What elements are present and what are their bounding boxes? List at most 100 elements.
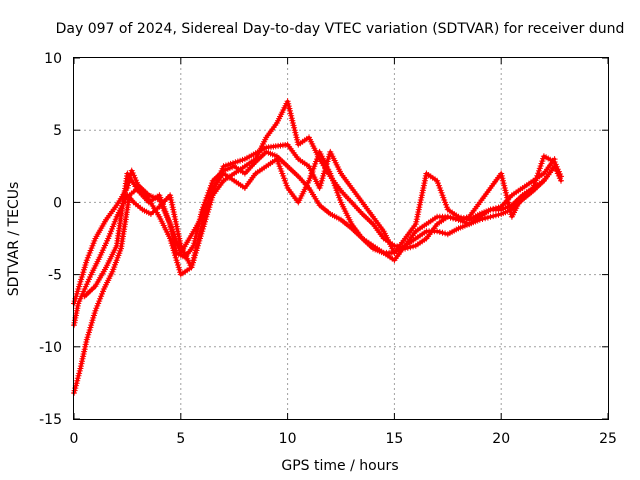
x-tick-label: 25 [599,431,617,447]
data-point-markers [231,164,246,177]
data-point-markers [327,170,344,203]
x-tick-label: 15 [385,431,403,447]
data-point-markers [327,148,343,175]
data-point-markers [177,216,204,256]
data-point-markers [96,237,111,261]
data-point-markers [412,222,428,235]
data-point-markers [316,151,333,191]
data-point-markers [263,157,278,170]
y-tick-label: -15 [39,412,62,428]
data-point-markers [100,270,115,292]
data-point-markers [498,203,513,213]
data-point-markers [263,122,279,141]
data-point-markers [77,339,90,372]
data-point-markers [130,199,144,211]
data-point-markers [551,159,563,177]
data-point-markers [295,156,310,168]
data-point-markers [124,170,140,192]
data-point-markers [359,235,374,248]
data-point-markers [348,199,364,215]
data-point-markers [231,177,246,190]
x-tick-label: 10 [279,431,297,447]
data-point-markers [402,223,418,242]
data-point-markers [83,310,98,343]
y-tick-label: 10 [44,51,62,67]
data-point-markers [359,199,375,218]
x-tick-label: 0 [70,431,79,447]
data-point-markers [370,221,386,240]
chart-title: Day 097 of 2024, Sidereal Day-to-day VTE… [56,21,625,37]
data-point-markers [348,221,364,240]
data-point-markers [306,185,322,207]
x-tick-label: 5 [176,431,185,447]
data-point-markers [423,215,438,228]
data-point-markers [519,179,535,191]
data-point-markers [188,223,205,271]
data-point-markers [75,288,87,307]
data-point-markers [252,164,268,177]
data-point-markers [167,192,184,247]
data-point-markers [370,213,386,233]
data-point-markers [412,172,429,228]
data-point-markers [412,236,428,249]
series-track-c [71,148,558,396]
data-point-markers [402,230,418,249]
data-point-markers [434,177,450,211]
data-point-markers [83,237,98,264]
series-track-d [81,141,565,300]
data-point-markers [105,216,119,242]
data-point-markers [444,206,460,219]
data-point-markers [295,179,311,206]
series-track-a [71,148,565,307]
data-point-markers [284,98,301,146]
data-point-markers [316,202,332,216]
data-point-markers [380,249,396,262]
data-point-markers [380,228,397,254]
data-point-markers [241,172,257,191]
data-point-markers [423,223,439,242]
data-point-markers [103,204,119,223]
data-point-markers [476,187,492,206]
x-tick-label: 20 [492,431,510,447]
data-point-markers [540,153,556,164]
data-point-markers [359,211,375,226]
data-point-markers [391,237,407,256]
data-point-markers [284,141,300,160]
data-point-markers [338,216,353,230]
plot-area [71,98,565,396]
data-point-markers [519,186,535,199]
data-point-markers [92,288,106,314]
data-point-markers [118,194,133,252]
data-point-markers [476,207,492,217]
y-tick-label: 0 [53,195,62,211]
data-point-markers [284,163,300,178]
data-point-markers [128,167,140,186]
data-point-markers [220,156,246,170]
data-point-markers [103,244,119,271]
data-point-markers [199,165,226,220]
data-point-markers [241,145,268,163]
data-point-markers [487,211,502,220]
x-axis-label: GPS time / hours [281,458,398,474]
data-point-markers [434,228,449,237]
axis-ticks: 0 5 10 15 20 25 -15 -10 -5 0 5 10 [39,51,617,447]
data-point-markers [455,213,470,222]
data-point-markers [466,212,481,223]
data-point-markers [113,173,130,249]
data-point-markers [241,157,257,170]
data-point-markers [241,160,257,177]
data-point-markers [338,170,354,189]
data-point-markers [412,229,428,242]
data-point-markers [423,170,438,183]
data-point-markers [508,193,524,209]
data-point-markers [487,172,503,191]
series-line [72,150,557,395]
data-point-markers [273,100,290,126]
data-point-markers [77,259,90,285]
grid [74,58,608,419]
data-point-markers [92,266,108,290]
data-point-markers [139,206,152,216]
plot-frame [73,57,609,420]
data-point-markers [540,165,557,184]
data-point-markers [109,247,124,275]
